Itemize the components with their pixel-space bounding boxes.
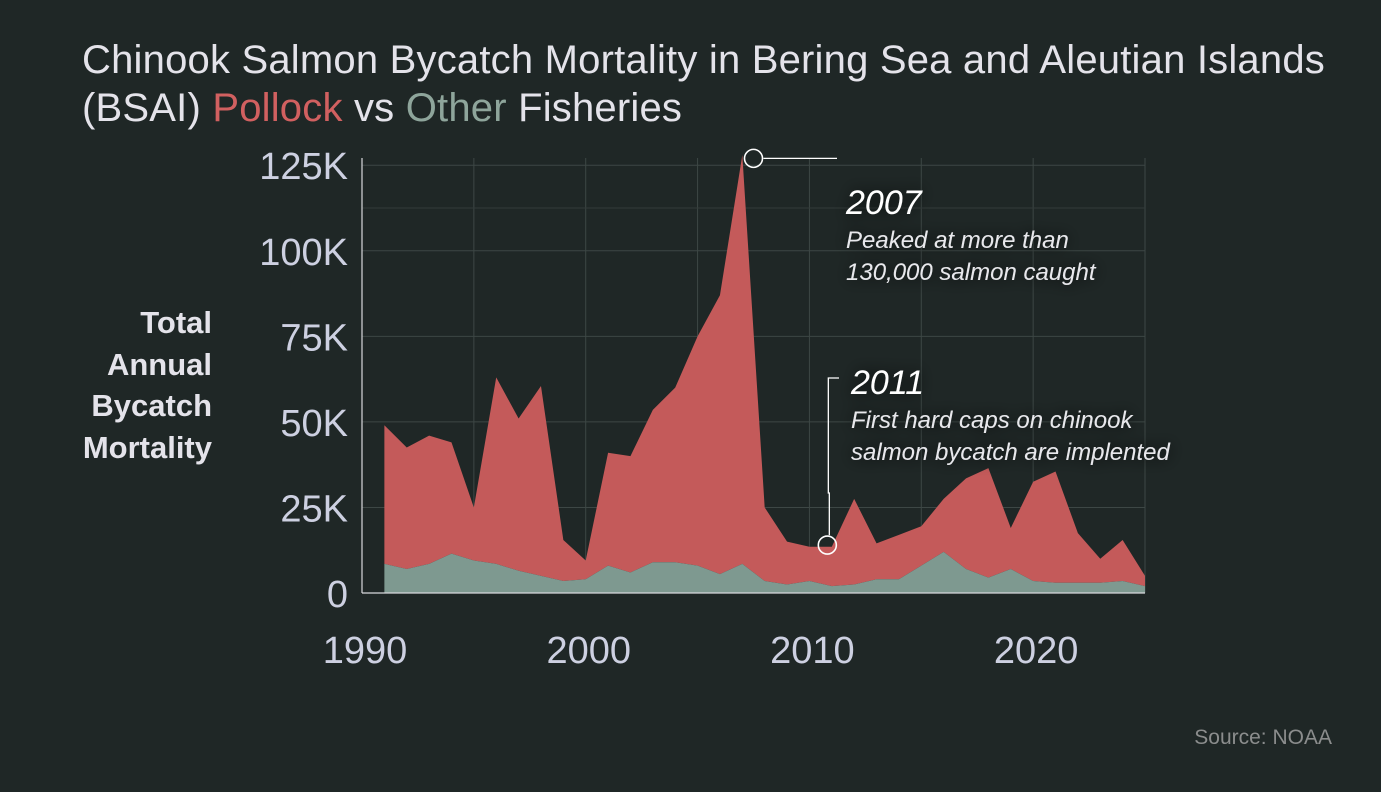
- annotation-year: 2007: [845, 184, 923, 222]
- annotation-text-2011: 2011 First hard caps on chinook salmon byc…: [850, 364, 1170, 466]
- y-tick-label: 100K: [259, 232, 348, 274]
- title-part1: Chinook Salmon Bycatch Mortality in Beri…: [82, 38, 1325, 130]
- area-series: [384, 154, 1145, 593]
- annotation-line: Peaked at more than: [846, 227, 1069, 254]
- y-axis-label-line: Bycatch: [91, 388, 212, 423]
- y-axis-label-line: Annual: [106, 346, 212, 382]
- x-tick-label: 2000: [546, 630, 631, 672]
- area-other: [384, 551, 1145, 593]
- y-tick-label: 50K: [280, 403, 348, 445]
- annotation-line: salmon bycatch are implented: [851, 439, 1170, 466]
- annotations: 2007 Peaked at more than 130,000 salmon ca…: [743, 148, 1170, 555]
- annotation-marker-2007: [743, 148, 764, 169]
- y-axis-label-line: Mortality: [82, 429, 212, 465]
- y-tick-label: 0: [327, 574, 348, 616]
- x-tick-label: 2020: [994, 630, 1079, 672]
- x-tick-label: 1990: [323, 630, 408, 672]
- annotation-marker-2011: [817, 535, 838, 555]
- annotation-line: First hard caps on chinook: [851, 407, 1134, 434]
- grid-lines: [362, 158, 1146, 593]
- chart-title: Chinook Salmon Bycatch Mortality in Beri…: [82, 36, 1332, 132]
- y-tick-label: 75K: [280, 317, 348, 359]
- title-other: Other: [405, 86, 507, 130]
- title-part2: Fisheries: [506, 86, 683, 130]
- axes: 0 25K 50K 75K 100K 125K 1990 2000 2010 2020: [259, 146, 1145, 672]
- annotation-line: 130,000 salmon caught: [846, 259, 1097, 286]
- source-note: Source: NOAA: [1194, 726, 1332, 749]
- area-pollock: [384, 154, 1145, 587]
- annotation-year: 2011: [850, 364, 924, 402]
- y-axis-label: Total Annual Bycatch Mortality: [40, 302, 212, 468]
- annotation-text-2007: 2007 Peaked at more than 130,000 salmon ca…: [845, 184, 1097, 286]
- title-mid: vs: [342, 86, 406, 130]
- x-tick-label: 2010: [770, 630, 855, 672]
- annotation-leader-2011: [827, 377, 839, 536]
- y-axis-label-line: Total: [140, 305, 212, 340]
- y-tick-label: 25K: [280, 488, 348, 530]
- title-pollock: Pollock: [212, 86, 343, 130]
- y-tick-label: 125K: [259, 146, 348, 188]
